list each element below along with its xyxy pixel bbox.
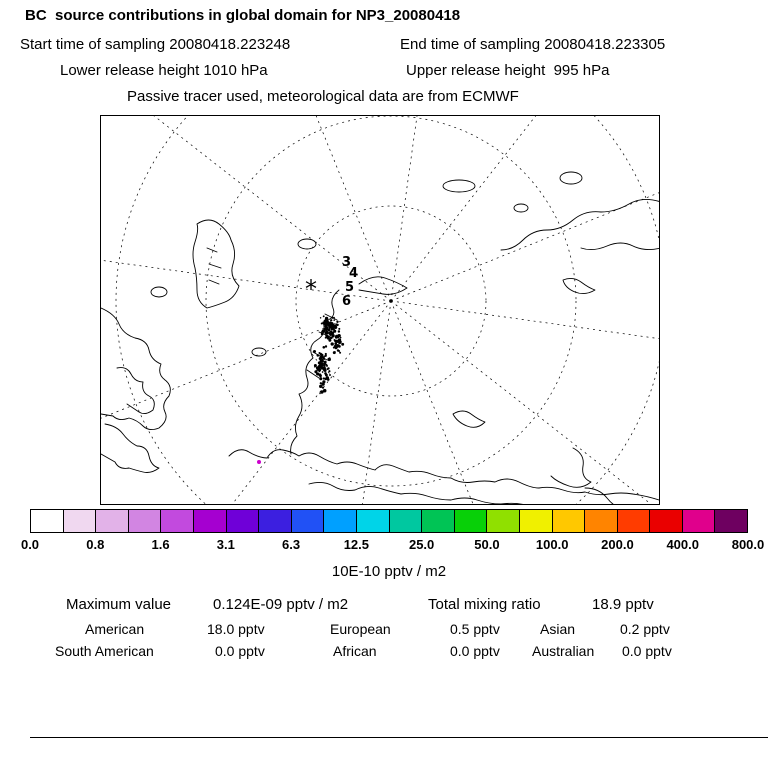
island-outline — [150, 286, 168, 298]
colorbar-cell — [486, 510, 519, 532]
colorbar-tick-label: 1.6 — [151, 537, 170, 552]
coastline-path — [500, 199, 659, 251]
island-outline — [559, 171, 583, 185]
colorbar-cell — [62, 510, 96, 532]
max-value: 0.124E-09 pptv / m2 — [213, 596, 349, 613]
start-time-text: Start time of sampling 20080418.223248 — [20, 36, 291, 53]
stat-value-european: 0.5 pptv — [450, 621, 500, 637]
island-outline — [297, 238, 317, 250]
contribution-dots — [312, 315, 345, 395]
coastlines — [101, 171, 659, 504]
colorbar-tick-label: 50.0 — [474, 537, 500, 552]
colorbar-cell — [551, 510, 585, 532]
stat-label-african: African — [333, 643, 377, 659]
colorbar-tick-label: 0.0 — [20, 537, 40, 552]
coastline-path — [206, 247, 222, 285]
trajectory-label: 3 — [342, 255, 351, 270]
colorbar-cell — [355, 510, 389, 532]
release-marker: * — [305, 275, 317, 303]
stat-label-australian: Australian — [532, 643, 595, 659]
colorbar-cell — [714, 510, 748, 532]
stat-label-asian: Asian — [540, 621, 576, 637]
trajectory-label: 5 — [345, 280, 354, 295]
colorbar-tick-label: 200.0 — [601, 537, 634, 552]
island-outline — [251, 347, 267, 357]
figure-title: BC source contributions in global domain… — [25, 7, 461, 24]
page-bottom-rule — [30, 737, 768, 738]
stat-value-african: 0.0 pptv — [450, 643, 500, 659]
total-mixing-ratio-value: 18.9 pptv — [592, 596, 654, 613]
coastline-path — [192, 219, 240, 309]
colorbar-cell — [192, 510, 226, 532]
colored-contribution-point — [257, 460, 261, 464]
colorbar-cell — [421, 510, 454, 532]
colorbar-cell — [453, 510, 487, 532]
colorbar-cell — [258, 510, 291, 532]
colorbar-tick-label: 3.1 — [216, 537, 235, 552]
coastline-path — [101, 423, 160, 473]
colorbar-cell — [127, 510, 161, 532]
coastline-path — [452, 410, 486, 428]
colorbar — [30, 509, 748, 533]
colorbar-cell — [616, 510, 650, 532]
colorbar-tick-label: 12.5 — [343, 537, 370, 552]
colorbar-cell — [584, 510, 617, 532]
colorbar-tick-label: 25.0 — [408, 537, 435, 552]
lower-release-text: Lower release height 1010 hPa — [60, 62, 268, 79]
colorbar-tick-label: 400.0 — [666, 537, 699, 552]
upper-release-text: Upper release height 995 hPa — [406, 62, 610, 79]
total-mixing-ratio-label: Total mixing ratio — [428, 596, 541, 613]
colorbar-tick-label: 6.3 — [282, 537, 301, 552]
coastline-path — [550, 447, 614, 504]
coastline-path — [308, 481, 524, 504]
colorbar-cell — [290, 510, 324, 532]
max-value-label: Maximum value — [66, 596, 172, 613]
coastline-path — [562, 277, 596, 295]
colorbar-tick-label: 0.8 — [86, 537, 105, 552]
coastline-path — [116, 367, 155, 415]
coastline-path — [358, 276, 408, 295]
colorbar-cell — [160, 510, 193, 532]
colorbar-cell — [323, 510, 356, 532]
stat-value-american: 18.0 pptv — [207, 621, 265, 637]
island-outline — [513, 203, 529, 213]
stat-value-australian: 0.0 pptv — [622, 643, 672, 659]
coastline-path — [101, 307, 171, 431]
colorbar-cell — [649, 510, 682, 532]
colorbar-tick-label: 800.0 — [731, 537, 765, 552]
coastline-path — [290, 289, 340, 455]
colorbar-cell — [95, 510, 128, 532]
colorbar-cell — [31, 510, 63, 532]
colorbar-tick-labels: 0.0 0.8 1.6 3.1 6.3 12.5 25.0 50.0 100.0 200.0 400… — [21, 537, 764, 553]
polar-map: * 3 4 5 6 — [100, 115, 660, 505]
coastline-path — [228, 449, 659, 501]
trajectory-label: 6 — [342, 294, 351, 309]
tracer-info-text: Passive tracer used, meteorological data… — [127, 88, 519, 105]
island-outline — [442, 179, 476, 193]
colorbar-cell — [225, 510, 259, 532]
colorbar-tick-label: 100.0 — [535, 537, 569, 552]
trajectory-label: 4 — [349, 266, 358, 281]
stat-value-asian: 0.2 pptv — [620, 621, 670, 637]
stat-label-south-american: South American — [55, 643, 154, 659]
graticule — [101, 116, 659, 504]
stat-label-european: European — [330, 621, 391, 637]
colorbar-cell — [388, 510, 422, 532]
colorbar-units-label: 10E-10 pptv / m2 — [331, 563, 447, 580]
colorbar-cell — [681, 510, 715, 532]
stat-value-south-american: 0.0 pptv — [215, 643, 265, 659]
coastline-path — [580, 242, 659, 251]
end-time-text: End time of sampling 20080418.223305 — [400, 36, 666, 53]
stat-label-american: American — [85, 621, 145, 637]
colorbar-cell — [518, 510, 552, 532]
